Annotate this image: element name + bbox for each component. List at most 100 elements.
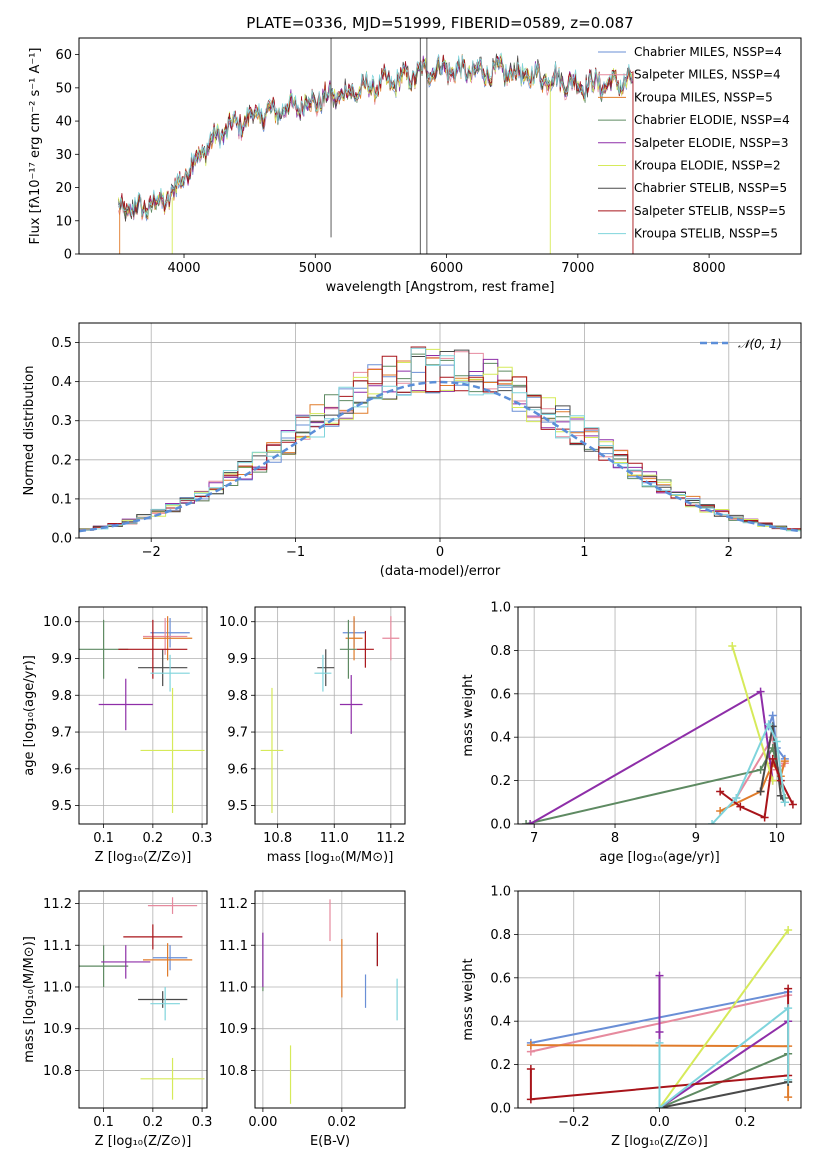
panel-massweight_vs_age: 7 8 9 10 0.0 0.2 0.4 0.6 0.8 1.0 age [log₁₀(age/yr… <box>461 601 802 865</box>
x-tick-label: 11.0 <box>320 831 349 846</box>
x-tick-label: 5000 <box>299 261 332 276</box>
series-marker-salpeter_stelib <box>760 813 769 822</box>
series-marker-chabrier_elodie <box>522 820 531 824</box>
x-axis-label: wavelength [Angstrom, rest frame] <box>326 280 555 295</box>
plot-area <box>518 891 801 1108</box>
series-marker-kroupa_stelib <box>772 737 781 746</box>
y-axis-label: mass [log₁₀(M/M⊙)] <box>22 936 37 1063</box>
y-tick-label: 11.2 <box>219 897 248 912</box>
y-tick-label: 9.8 <box>51 689 72 704</box>
x-tick-label: 6000 <box>430 261 463 276</box>
x-tick-label: 11.2 <box>376 831 405 846</box>
y-axis-label: mass weight <box>461 958 476 1040</box>
y-tick-label: 0.6 <box>490 971 511 986</box>
series-marker-salpeter_stelib <box>526 1095 535 1104</box>
x-tick-label: 10.8 <box>263 831 292 846</box>
panel-age_vs_mass: 10.8 11.0 11.2 9.5 9.6 9.7 9.8 9.9 10.0 mass [log… <box>219 606 406 865</box>
y-tick-label: 0.4 <box>490 1015 511 1030</box>
series-marker-salpeter_elodie <box>526 820 535 824</box>
x-tick-label: 0.2 <box>143 831 164 846</box>
x-tick-label: 8000 <box>693 261 726 276</box>
legend-label: Salpeter ELODIE, NSSP=3 <box>634 136 789 150</box>
series-marker-kroupa_miles <box>716 806 725 815</box>
y-tick-label: 11.1 <box>43 939 72 954</box>
series-line-chabrier_stelib <box>759 726 786 803</box>
axes-frame <box>78 322 802 539</box>
y-tick-label: 11.0 <box>219 980 248 995</box>
y-tick-label: 0.4 <box>51 375 72 390</box>
series-marker-salpeter_stelib <box>784 984 793 993</box>
series-marker-salpeter_stelib <box>736 802 745 811</box>
y-tick-label: 0.0 <box>490 818 511 833</box>
panel-mass_vs_Z: 0.1 0.2 0.3 10.8 10.9 11.0 11.1 11.2 Z [log₁₀(Z/… <box>22 890 213 1149</box>
series-marker-chabrier_elodie <box>756 765 765 774</box>
series-marker-chabrier_stelib <box>756 787 765 796</box>
x-axis-label: (data-model)/error <box>380 564 501 579</box>
x-tick-label: 9 <box>692 831 700 846</box>
axes-frame <box>254 606 406 825</box>
panel-massweight_vs_Z: −0.2 0.0 0.2 0.0 0.2 0.4 0.6 0.8 1.0 Z [log₁₀(Z/Z… <box>461 885 802 1149</box>
spectrum-line-chabrier_miles <box>118 57 633 222</box>
legend: Chabrier MILES, NSSP=4 Salpeter MILES, NS… <box>598 45 790 241</box>
series-marker-kroupa_miles <box>526 1041 535 1050</box>
y-tick-label: 10.9 <box>219 1022 248 1037</box>
y-tick-label: 0.1 <box>51 492 72 507</box>
x-tick-label: 0.1 <box>93 1115 114 1130</box>
series-marker-chabrier_miles <box>768 711 777 720</box>
series-marker-kroupa_stelib <box>732 793 741 802</box>
x-tick-label: −2 <box>142 545 161 560</box>
x-axis-label: mass [log₁₀(M/M⊙)] <box>267 850 394 865</box>
y-tick-label: 10 <box>55 214 72 229</box>
y-tick-label: 0 <box>64 248 72 263</box>
plot-area <box>518 607 801 824</box>
series-marker-kroupa_stelib <box>655 1038 664 1047</box>
x-tick-label: 0.3 <box>192 831 213 846</box>
series-marker-kroupa_elodie <box>784 926 793 935</box>
y-tick-label: 0.6 <box>490 687 511 702</box>
series-marker-salpeter_stelib <box>788 800 797 809</box>
y-tick-label: 0.0 <box>490 1102 511 1117</box>
series-marker-kroupa_stelib <box>784 1004 793 1013</box>
y-tick-label: 9.7 <box>51 726 72 741</box>
plot-area <box>255 891 405 1108</box>
series-marker-salpeter_elodie <box>655 1028 664 1037</box>
series-line-chabrier_miles <box>767 715 786 760</box>
y-tick-label: 10.9 <box>43 1022 72 1037</box>
x-axis-label: Z [log₁₀(Z/Z⊙)] <box>611 1134 708 1149</box>
series-marker-kroupa_miles <box>780 757 789 766</box>
y-tick-label: 50 <box>55 81 72 96</box>
y-axis-label: Normed distribution <box>22 366 37 496</box>
y-tick-label: 0.2 <box>490 774 511 789</box>
x-axis-label: E(B-V) <box>310 1134 350 1149</box>
axes-frame <box>517 890 802 1109</box>
y-tick-label: 11.2 <box>43 897 72 912</box>
series-marker-salpeter_stelib <box>716 787 725 796</box>
series-line-kroupa_stelib <box>658 1006 790 1108</box>
y-tick-label: 0.8 <box>490 644 511 659</box>
y-tick-label: 10.0 <box>43 615 72 630</box>
x-tick-label: 0.3 <box>192 1115 213 1130</box>
panel-residuals: −2 −1 0 1 2 0.0 0.1 0.2 0.3 0.4 0.5 (data-model)/er… <box>22 322 802 579</box>
y-tick-label: 60 <box>55 48 72 63</box>
x-tick-label: 1 <box>580 545 588 560</box>
figure-title: PLATE=0336, MJD=51999, FIBERID=0589, z=0… <box>246 14 633 32</box>
series-marker-kroupa_stelib <box>780 798 789 807</box>
y-tick-label: 10.8 <box>219 1064 248 1079</box>
y-tick-label: 1.0 <box>490 885 511 900</box>
y-tick-label: 9.7 <box>227 726 248 741</box>
y-tick-label: 9.5 <box>51 799 72 814</box>
legend-label: 𝒩(0, 1) <box>738 337 782 351</box>
legend-label: Salpeter STELIB, NSSP=5 <box>634 204 786 218</box>
x-tick-label: 0.2 <box>735 1115 756 1130</box>
x-tick-label: 7000 <box>561 261 594 276</box>
y-tick-label: 40 <box>55 115 72 130</box>
y-tick-label: 30 <box>55 148 72 163</box>
spectrum-line-kroupa_stelib <box>118 52 633 217</box>
x-axis-label: Z [log₁₀(Z/Z⊙)] <box>95 1134 192 1149</box>
series-line-chabrier_elodie <box>525 745 786 824</box>
x-axis-label: age [log₁₀(age/yr)] <box>599 850 720 865</box>
legend-label: Chabrier MILES, NSSP=4 <box>634 45 782 59</box>
spectrum-line-chabrier_elodie <box>118 57 633 221</box>
x-tick-label: 0.02 <box>327 1115 356 1130</box>
legend: 𝒩(0, 1) <box>700 337 782 351</box>
